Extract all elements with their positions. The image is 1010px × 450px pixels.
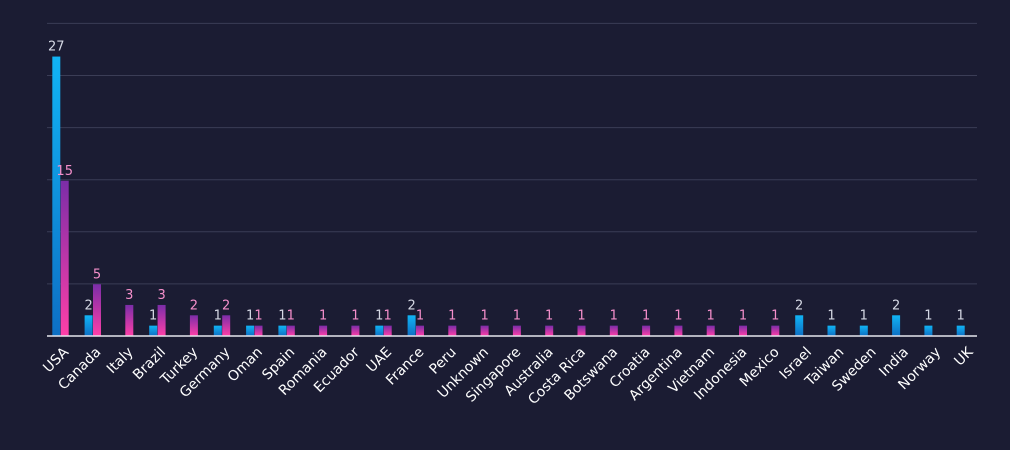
bar-a-germany [213, 325, 222, 336]
bar-a-brazil [149, 325, 158, 336]
data-label: 1 [827, 309, 835, 324]
bar-b-canada [93, 284, 101, 336]
bar-b-indonesia [739, 325, 747, 336]
data-label: 1 [351, 309, 359, 324]
bar-a-sweden [859, 325, 868, 336]
data-label: 2 [190, 298, 198, 313]
data-label: 1 [642, 309, 650, 324]
bar-b-australia [545, 325, 554, 336]
bar-b-ecuador [351, 325, 360, 336]
data-label: 1 [246, 309, 254, 324]
bar-b-usa [60, 180, 69, 336]
data-label: 1 [287, 309, 295, 324]
bar-a-israel [795, 315, 804, 336]
data-label: 2 [222, 298, 230, 313]
grid-lines [47, 22, 977, 285]
bar-b-brazil [157, 304, 166, 336]
data-label: 1 [214, 309, 222, 324]
bar-b-costa-rica [577, 325, 586, 336]
bar-b-oman [254, 325, 263, 336]
bar-a-france [407, 315, 416, 336]
data-label: 1 [577, 309, 585, 324]
data-label: 1 [957, 309, 965, 324]
data-label: 1 [674, 309, 682, 324]
x-tick-label: UK [951, 344, 977, 370]
data-label: 1 [375, 309, 383, 324]
bar-a-india [892, 315, 901, 336]
data-label: 2 [407, 298, 415, 313]
data-label: 1 [707, 309, 715, 324]
bar-b-argentina [674, 325, 683, 336]
bar-b-croatia [642, 325, 651, 336]
bar-b-singapore [512, 325, 521, 336]
data-label: 1 [416, 309, 424, 324]
data-label: 2 [84, 298, 92, 313]
data-label: 1 [860, 309, 868, 324]
data-label: 1 [254, 309, 262, 324]
data-label: 1 [149, 309, 157, 324]
data-label: 1 [480, 309, 488, 324]
data-label: 2 [795, 298, 803, 313]
data-label: 1 [771, 309, 779, 324]
data-label: 1 [384, 309, 392, 324]
bars [52, 56, 965, 337]
bar-b-unknown [480, 325, 489, 336]
data-label: 1 [739, 309, 747, 324]
bar-b-mexico [771, 325, 780, 336]
bar-a-norway [924, 325, 933, 336]
bar-a-oman [246, 325, 255, 336]
bar-b-spain [286, 325, 295, 336]
bar-a-usa [52, 56, 61, 337]
data-label: 1 [319, 309, 327, 324]
data-label: 1 [924, 309, 932, 324]
data-label: 1 [278, 309, 286, 324]
data-label: 1 [448, 309, 456, 324]
bar-b-vietnam [706, 325, 715, 336]
bar-b-peru [448, 325, 457, 336]
data-label: 1 [513, 309, 521, 324]
bar-a-uk [956, 325, 965, 336]
data-label: 27 [48, 40, 65, 55]
bar-b-france [416, 325, 424, 336]
data-label: 3 [157, 288, 165, 303]
bar-a-taiwan [827, 325, 836, 336]
bar-a-spain [278, 325, 287, 336]
bar-b-romania [319, 325, 328, 336]
data-label: 15 [56, 164, 73, 179]
data-label: 5 [93, 267, 101, 282]
data-label: 1 [610, 309, 618, 324]
bar-a-canada [84, 315, 93, 336]
bar-b-turkey [189, 315, 198, 336]
data-label: 1 [545, 309, 553, 324]
bar-b-italy [125, 304, 134, 336]
bar-b-botswana [609, 325, 618, 336]
bar-b-germany [222, 315, 231, 336]
data-label: 3 [125, 288, 133, 303]
data-label: 2 [892, 298, 900, 313]
bar-a-uae [375, 325, 384, 336]
x-tick-label: Oman [225, 344, 266, 385]
bar-b-uae [383, 325, 392, 336]
